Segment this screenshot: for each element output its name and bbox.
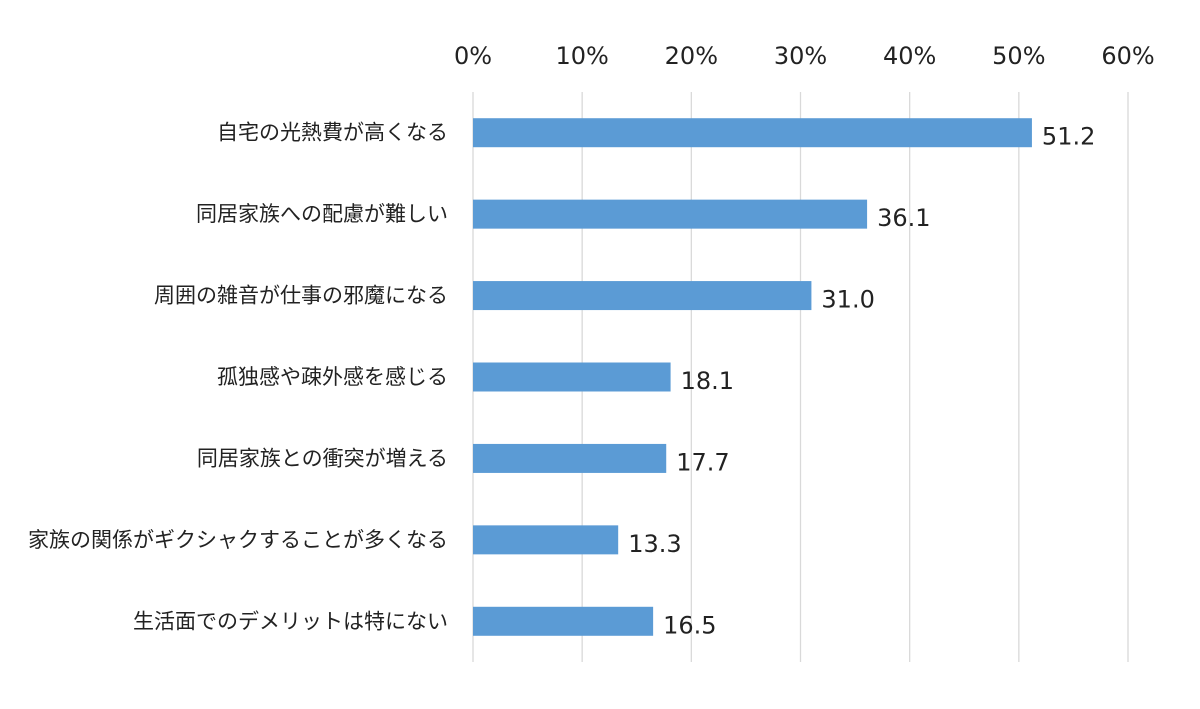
- bar: [473, 525, 619, 555]
- category-label: 生活面でのデメリットは特にない: [133, 609, 448, 633]
- category-label: 孤独感や疎外感を感じる: [217, 365, 448, 389]
- data-label: 17.7: [676, 448, 729, 476]
- category-label: 同居家族との衝突が増える: [197, 446, 448, 470]
- data-label: 36.1: [877, 204, 930, 232]
- bar: [473, 199, 868, 229]
- bar: [473, 281, 812, 311]
- x-tick-label: 10%: [555, 42, 608, 70]
- bar: [473, 118, 1032, 148]
- x-tick-label: 50%: [992, 42, 1045, 70]
- category-label: 周囲の雑音が仕事の邪魔になる: [154, 284, 448, 308]
- x-tick-label: 60%: [1101, 42, 1154, 70]
- category-label: 自宅の光熱費が高くなる: [217, 121, 448, 145]
- category-label: 同居家族への配慮が難しい: [196, 202, 448, 226]
- data-label: 31.0: [821, 286, 874, 314]
- data-label: 18.1: [681, 367, 734, 395]
- x-tick-label: 0%: [454, 42, 492, 70]
- data-label: 13.3: [628, 530, 681, 558]
- data-label: 16.5: [663, 611, 716, 639]
- category-label: 家族の関係がギクシャクすることが多くなる: [28, 528, 448, 552]
- data-label: 51.2: [1042, 123, 1095, 151]
- bar: [473, 606, 654, 636]
- x-tick-label: 40%: [883, 42, 936, 70]
- bar: [473, 443, 667, 473]
- bar: [473, 362, 671, 392]
- x-tick-label: 20%: [665, 42, 718, 70]
- x-tick-label: 30%: [774, 42, 827, 70]
